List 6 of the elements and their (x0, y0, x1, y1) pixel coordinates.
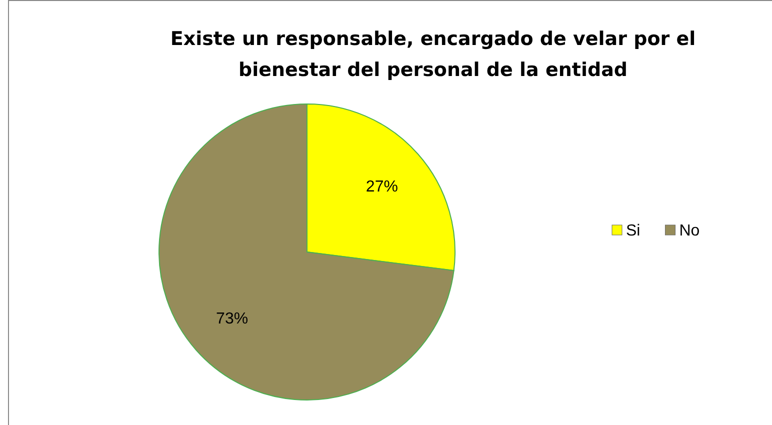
data-label: 73% (216, 310, 248, 328)
pie-slice (158, 104, 454, 400)
data-label: 27% (366, 178, 398, 196)
legend-label: Si (626, 222, 640, 240)
legend-label: No (679, 222, 700, 240)
chart-title: Existe un responsable, encargado de velar por el bienestar del personal de la entidad (170, 28, 696, 81)
